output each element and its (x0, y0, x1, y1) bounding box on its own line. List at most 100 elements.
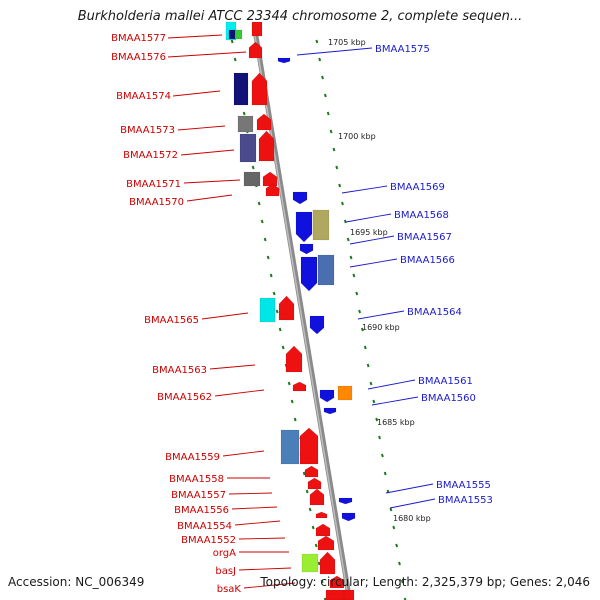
right-tick-track-tick (389, 507, 393, 512)
left-tick-track-tick (281, 345, 285, 350)
gene-block (237, 115, 254, 133)
gene-block-green (301, 553, 319, 573)
gene-label-left: BMAA1552 (181, 535, 236, 546)
right-tick-track-tick (366, 363, 370, 368)
gene-block (243, 171, 261, 187)
gene-label-left: orgA (213, 548, 236, 559)
left-tick-track-tick (251, 165, 255, 170)
gene-block (239, 133, 257, 163)
right-tick-track-tick (355, 291, 359, 296)
gene-block (234, 29, 243, 40)
gene-block (277, 57, 291, 64)
left-tick-track-tick (233, 57, 237, 62)
kbp-position-label: 1685 kbp (377, 418, 415, 427)
gene-label-left: BMAA1565 (144, 315, 199, 326)
left-tick-track-tick (320, 579, 324, 584)
right-label-leader (341, 185, 388, 194)
right-label-leader (367, 379, 416, 390)
left-tick-track-tick (293, 417, 297, 422)
left-tick-track-tick (308, 507, 312, 512)
right-tick-track-tick (369, 381, 373, 386)
gene-block (295, 211, 313, 243)
gene-block (258, 130, 275, 162)
gene-block-cyan (259, 297, 276, 323)
gene-label-right: BMAA1560 (421, 393, 476, 404)
gene-block (292, 381, 307, 392)
right-label-leader (357, 310, 405, 320)
right-label-leader (349, 235, 395, 245)
right-tick-track-tick (392, 525, 396, 530)
right-tick-track-tick (346, 237, 350, 242)
gene-block (319, 551, 336, 575)
gene-block (278, 295, 295, 321)
gene-label-left: bsaK (217, 584, 242, 595)
kbp-position-label: 1680 kbp (393, 514, 431, 523)
left-label-leader (231, 506, 278, 510)
gene-label-right: BMAA1567 (397, 232, 452, 243)
left-tick-track-tick (269, 273, 273, 278)
right-tick-track-tick (400, 579, 404, 584)
gene-block (299, 243, 314, 255)
gene-label-right: BMAA1564 (407, 307, 462, 318)
left-tick-track-tick (242, 111, 246, 116)
left-label-leader (180, 149, 235, 156)
gene-block (292, 191, 308, 205)
right-tick-track-tick (380, 453, 384, 458)
left-tick-track-tick (266, 255, 270, 260)
gene-block (325, 589, 347, 600)
left-tick-track-tick (317, 561, 321, 566)
gene-block (256, 113, 272, 131)
gene-block (341, 512, 356, 522)
left-label-leader (177, 125, 226, 131)
gene-label-left: BMAA1574 (116, 91, 171, 102)
kbp-position-label: 1705 kbp (328, 38, 366, 47)
gene-block (343, 589, 355, 600)
gene-label-right: BMAA1555 (436, 480, 491, 491)
gene-label-left: BMAA1577 (111, 33, 166, 44)
gene-block (285, 345, 303, 373)
gene-block (265, 183, 280, 197)
gene-block-orange (337, 385, 353, 401)
left-label-leader (243, 582, 296, 589)
left-label-leader (167, 51, 247, 58)
kbp-position-label: 1695 kbp (350, 228, 388, 237)
left-label-leader (201, 312, 249, 320)
gene-block (309, 315, 325, 335)
left-tick-track-tick (230, 39, 234, 44)
right-tick-track-tick (375, 417, 379, 422)
left-tick-track-tick (257, 201, 261, 206)
left-label-leader (172, 90, 221, 97)
left-tick-track-tick (302, 471, 306, 476)
map-title: Burkholderia mallei ATCC 23344 chromosom… (77, 9, 523, 24)
right-tick-track-tick (315, 39, 319, 44)
gene-block (248, 41, 263, 59)
gene-block (251, 72, 268, 106)
gene-block (262, 171, 278, 187)
right-label-leader (389, 498, 436, 509)
left-tick-track-tick (305, 489, 309, 494)
gene-block (304, 465, 319, 478)
left-label-leader (238, 567, 292, 571)
left-label-leader (222, 450, 265, 457)
gene-block (251, 21, 263, 37)
genome-summary: Topology: circular; Length: 2,325,379 bp… (260, 575, 590, 589)
left-label-leader (209, 364, 256, 370)
right-tick-track-tick (329, 129, 333, 134)
gene-label-left: BMAA1571 (126, 179, 181, 190)
right-tick-track-tick (363, 345, 367, 350)
left-tick-track-tick (287, 381, 291, 386)
left-label-leader (167, 34, 223, 39)
gene-label-left: BMAA1573 (120, 125, 175, 136)
left-tick-track-tick (278, 327, 282, 332)
right-tick-track-tick (343, 219, 347, 224)
gene-label-left: BMAA1559 (165, 452, 220, 463)
left-tick-track-tick (272, 291, 276, 296)
right-tick-track-tick (349, 255, 353, 260)
left-label-leader (238, 537, 286, 540)
kbp-position-label: 1700 kbp (338, 132, 376, 141)
gene-block (319, 389, 335, 403)
right-tick-track-tick (360, 327, 364, 332)
right-tick-track-tick (358, 309, 362, 314)
accession-label: Accession: NC_006349 (8, 575, 145, 589)
